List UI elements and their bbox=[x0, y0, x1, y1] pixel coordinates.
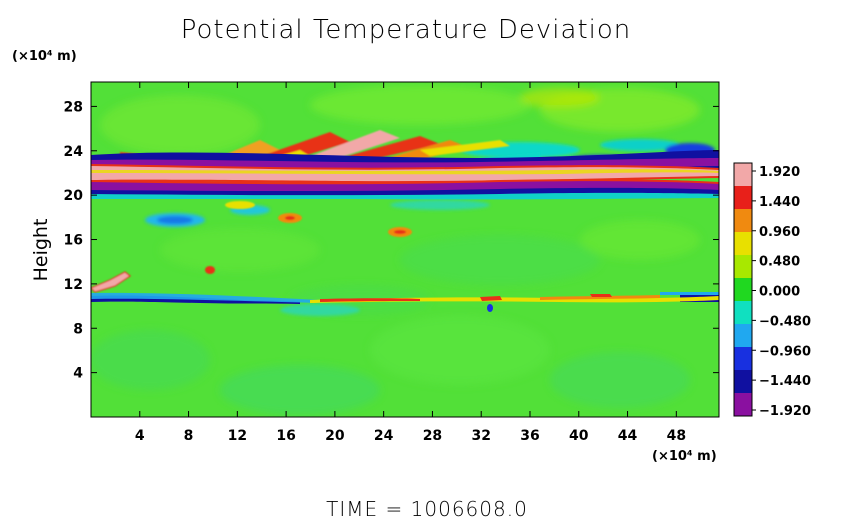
x-tick-label: 28 bbox=[423, 428, 442, 444]
x-tick-label: 40 bbox=[569, 428, 589, 444]
y-tick-label: 16 bbox=[64, 233, 83, 249]
colorbar-segment bbox=[734, 393, 752, 417]
colorbar-segment bbox=[734, 324, 752, 348]
x-tick-label: 44 bbox=[618, 428, 638, 444]
y-tick-label: 24 bbox=[64, 144, 84, 160]
colorbar-label: 0.000 bbox=[759, 285, 800, 300]
colorbar-label: −1.440 bbox=[759, 374, 811, 389]
x-tick-label: 20 bbox=[325, 428, 345, 444]
x-tick-label: 4 bbox=[135, 428, 145, 444]
colorbar: 1.920 1.440 0.960 0.480 0.000 −0.480 −0.960 −1.… bbox=[733, 162, 811, 419]
y-tick-label: 28 bbox=[64, 99, 83, 115]
colorbar-label: −0.480 bbox=[759, 314, 811, 329]
colorbar-segment bbox=[734, 347, 752, 371]
lower-features bbox=[91, 201, 412, 293]
y-tick-label: 20 bbox=[64, 188, 84, 204]
colorbar-segment bbox=[734, 232, 752, 256]
y-axis: 4 8 12 16 20 24 28 bbox=[64, 99, 719, 382]
lower-layer bbox=[91, 292, 719, 312]
x-tick-label: 48 bbox=[667, 428, 686, 444]
plot-frame bbox=[90, 81, 720, 418]
x-tick-label: 16 bbox=[276, 428, 295, 444]
colorbar-label: 0.960 bbox=[759, 225, 800, 240]
colorbar-segment bbox=[734, 209, 752, 233]
colorbar-label: −0.960 bbox=[759, 344, 811, 359]
y-tick-label: 4 bbox=[73, 366, 83, 382]
colorbar-segment bbox=[734, 278, 752, 302]
colorbar-label: 0.480 bbox=[759, 255, 800, 270]
plot-area bbox=[91, 82, 719, 417]
x-axis: 4 8 12 16 20 24 28 32 36 40 44 48 bbox=[135, 82, 686, 444]
colorbar-frame bbox=[733, 162, 753, 417]
x-axis-unit: (×10⁴ m) bbox=[652, 449, 717, 464]
y-tick-label: 8 bbox=[73, 321, 83, 337]
x-tick-label: 8 bbox=[184, 428, 194, 444]
y-axis-label: Height bbox=[30, 219, 52, 282]
colorbar-segment bbox=[734, 301, 752, 325]
time-stamp: TIME = 1006608.0 bbox=[326, 497, 528, 519]
y-tick-label: 12 bbox=[64, 277, 83, 293]
y-axis-unit: (×10⁴ m) bbox=[12, 49, 77, 64]
field-mottle bbox=[91, 85, 700, 415]
colorbar-label: −1.920 bbox=[759, 404, 811, 419]
x-tick-label: 36 bbox=[520, 428, 539, 444]
x-tick-label: 24 bbox=[374, 428, 394, 444]
colorbar-label: 1.440 bbox=[759, 195, 800, 210]
colorbar-segment bbox=[734, 186, 752, 210]
main-band bbox=[91, 150, 719, 200]
colorbar-segment bbox=[734, 163, 752, 187]
x-tick-label: 12 bbox=[228, 428, 247, 444]
colorbar-label: 1.920 bbox=[759, 165, 800, 180]
x-tick-label: 32 bbox=[471, 428, 490, 444]
colorbar-segment bbox=[734, 255, 752, 279]
colorbar-segment bbox=[734, 370, 752, 394]
chart-title: Potential Temperature Deviation bbox=[181, 15, 632, 45]
